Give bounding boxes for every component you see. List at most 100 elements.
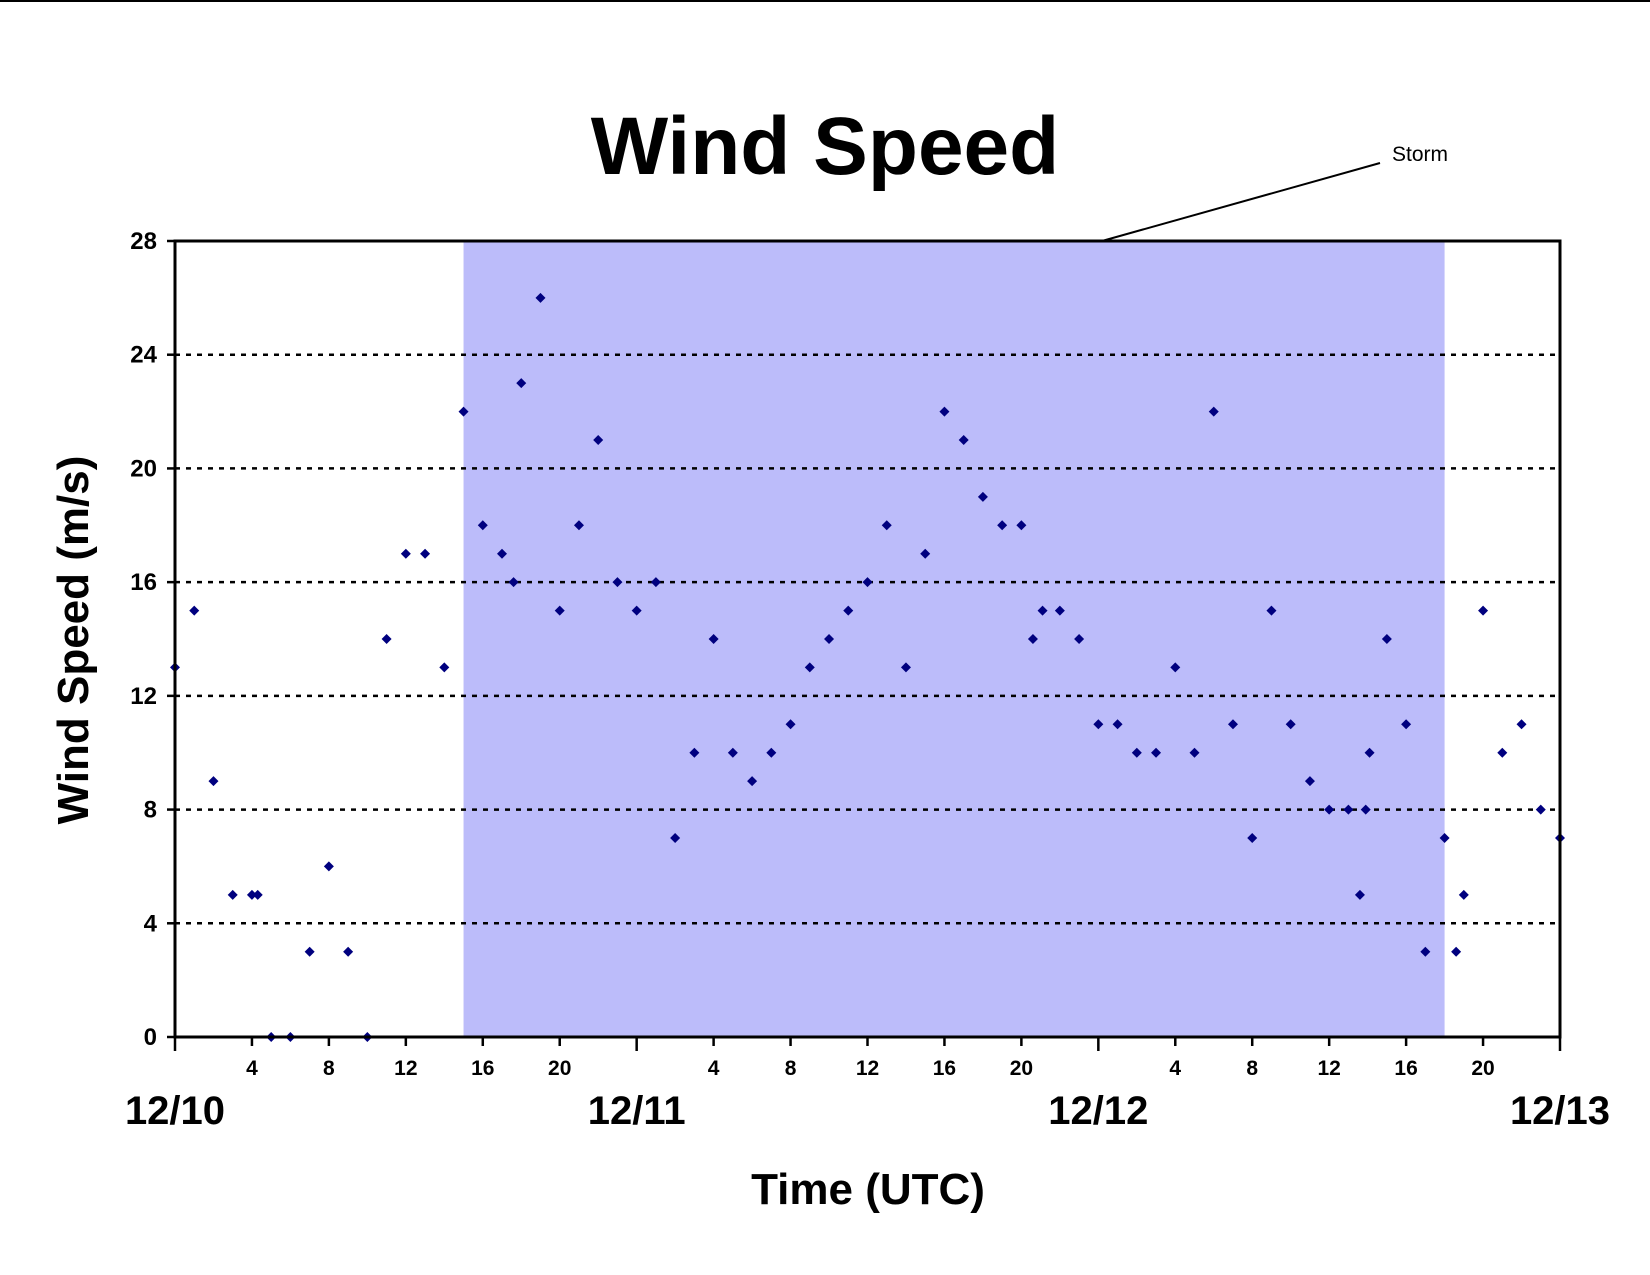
data-point xyxy=(246,889,257,900)
chart-title: Wind Speed xyxy=(591,101,1060,192)
data-point xyxy=(689,747,700,758)
data-point xyxy=(920,548,931,559)
y-tick-label: 0 xyxy=(144,1024,157,1051)
x-tick-label: 16 xyxy=(1394,1057,1417,1080)
data-point xyxy=(1401,719,1412,730)
data-point xyxy=(516,378,527,389)
x-tick-label: 20 xyxy=(1010,1057,1033,1080)
data-point xyxy=(631,605,642,616)
data-point xyxy=(997,520,1008,531)
y-tick-label: 24 xyxy=(130,342,157,369)
y-tick-label: 16 xyxy=(130,569,157,596)
storm-annotation-leader xyxy=(1101,162,1381,242)
data-point xyxy=(420,548,431,559)
x-tick-label: 4 xyxy=(1169,1057,1181,1080)
data-point xyxy=(727,747,738,758)
data-point xyxy=(939,406,950,417)
data-point xyxy=(343,946,354,957)
data-point xyxy=(1360,804,1371,815)
data-point xyxy=(1285,719,1296,730)
data-point xyxy=(1227,719,1238,730)
data-point xyxy=(458,406,469,417)
data-point xyxy=(1208,406,1219,417)
date-label: 12/12 xyxy=(1048,1089,1148,1133)
data-point xyxy=(1016,520,1027,531)
data-point xyxy=(323,861,334,872)
data-point xyxy=(708,634,719,644)
data-point xyxy=(1478,605,1489,616)
data-point xyxy=(1420,946,1431,957)
x-axis-label: Time (UTC) xyxy=(751,1165,985,1214)
x-tick-label: 12 xyxy=(394,1057,417,1080)
storm-annotation-label: Storm xyxy=(1392,143,1448,166)
data-point xyxy=(1131,747,1142,758)
data-point xyxy=(381,634,392,644)
data-point xyxy=(1343,804,1354,815)
data-point xyxy=(304,946,315,957)
data-point xyxy=(766,747,777,758)
data-point xyxy=(439,662,450,673)
data-point xyxy=(1439,833,1450,843)
x-tick-label: 8 xyxy=(785,1057,797,1080)
date-label: 12/10 xyxy=(125,1089,225,1133)
data-point xyxy=(1497,747,1508,758)
top-rule xyxy=(0,0,1650,2)
x-tick-label: 12 xyxy=(856,1057,879,1080)
x-tick-label: 16 xyxy=(471,1057,494,1080)
x-tick-label: 4 xyxy=(246,1057,258,1080)
data-point xyxy=(1535,804,1546,815)
data-point xyxy=(1324,804,1335,815)
date-label: 12/11 xyxy=(588,1089,686,1133)
x-tick-label: 8 xyxy=(1246,1057,1258,1080)
data-point xyxy=(650,577,661,588)
data-point xyxy=(400,548,411,559)
data-point xyxy=(1266,605,1277,616)
x-tick-label: 12 xyxy=(1317,1057,1340,1080)
data-point xyxy=(1027,634,1038,644)
data-point xyxy=(1304,776,1315,787)
data-point xyxy=(1458,889,1469,900)
storm-region xyxy=(463,241,1445,1037)
data-point xyxy=(1112,719,1123,730)
x-tick-label: 20 xyxy=(1471,1057,1494,1080)
data-point xyxy=(1074,634,1085,644)
data-point xyxy=(747,776,758,787)
x-tick-label: 4 xyxy=(708,1057,720,1080)
data-point xyxy=(670,833,681,843)
data-point xyxy=(1037,605,1048,616)
data-point xyxy=(189,605,200,616)
data-point xyxy=(843,605,854,616)
data-point xyxy=(1189,747,1200,758)
data-point xyxy=(1354,889,1365,900)
y-tick-label: 28 xyxy=(130,228,157,255)
data-point xyxy=(535,292,546,303)
data-point xyxy=(1170,662,1181,673)
data-point xyxy=(862,577,873,588)
data-point xyxy=(497,548,508,559)
y-tick-label: 12 xyxy=(130,683,157,710)
data-point xyxy=(1247,833,1258,843)
data-point xyxy=(508,577,519,588)
data-point xyxy=(477,520,488,531)
data-point xyxy=(208,776,219,787)
data-point xyxy=(900,662,911,673)
x-tick-label: 16 xyxy=(933,1057,956,1080)
data-point xyxy=(824,634,835,644)
x-tick-label: 8 xyxy=(323,1057,335,1080)
data-point xyxy=(227,889,238,900)
data-point xyxy=(977,491,988,502)
y-axis-label: Wind Speed (m/s) xyxy=(49,456,98,825)
data-point xyxy=(958,435,969,445)
data-point xyxy=(1151,747,1162,758)
data-point xyxy=(554,605,565,616)
date-label: 12/13 xyxy=(1510,1089,1610,1133)
data-point xyxy=(252,889,263,900)
data-point xyxy=(1381,634,1392,644)
data-point xyxy=(1364,747,1375,758)
data-point xyxy=(593,435,604,445)
data-point xyxy=(785,719,796,730)
data-point xyxy=(612,577,623,588)
data-point xyxy=(804,662,815,673)
data-point xyxy=(1516,719,1527,730)
